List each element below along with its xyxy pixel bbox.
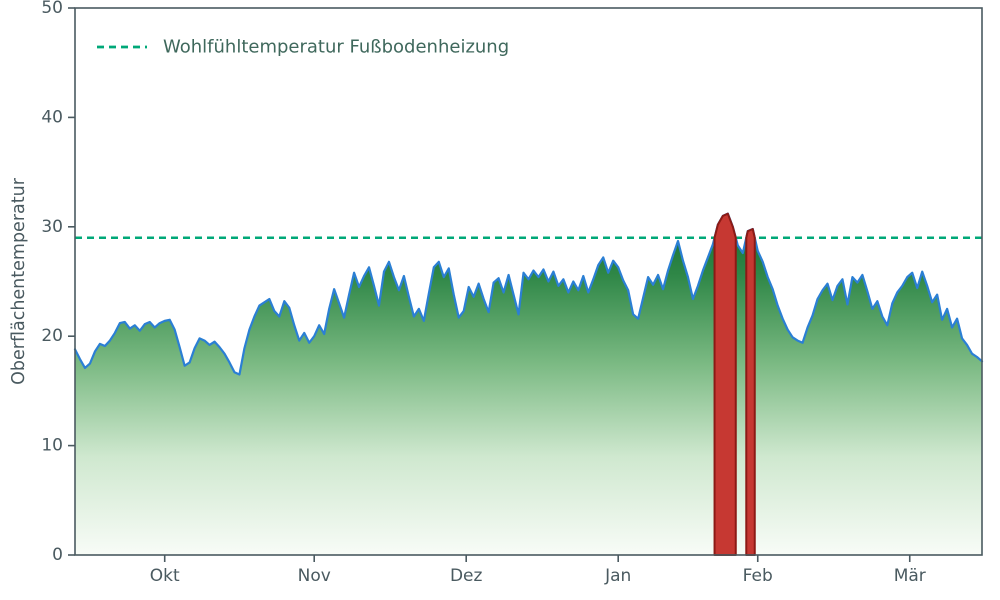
legend-label: Wohlfühltemperatur Fußbodenheizung bbox=[163, 37, 509, 58]
y-tick-label: 30 bbox=[41, 217, 63, 237]
x-tick-label: Jan bbox=[604, 566, 631, 586]
exceedance-column bbox=[745, 227, 756, 556]
plot-border bbox=[74, 7, 983, 556]
x-tick-label: Okt bbox=[150, 566, 180, 586]
surface-temp-area bbox=[75, 213, 982, 556]
y-tick-label: 40 bbox=[41, 107, 63, 127]
x-tick-label: Nov bbox=[298, 566, 331, 586]
x-tick-label: Feb bbox=[743, 566, 773, 586]
y-tick-label: 10 bbox=[41, 436, 63, 456]
exceedance-column bbox=[713, 212, 737, 556]
y-tick-label: 50 bbox=[41, 0, 63, 18]
y-axis-label: Oberflächentemperatur bbox=[9, 177, 29, 385]
y-tick-label: 0 bbox=[52, 545, 63, 565]
x-tick-label: Dez bbox=[450, 566, 483, 586]
surface-temp-line bbox=[73, 212, 984, 376]
x-tick-label: Mär bbox=[894, 566, 926, 586]
y-tick-label: 20 bbox=[41, 326, 63, 346]
